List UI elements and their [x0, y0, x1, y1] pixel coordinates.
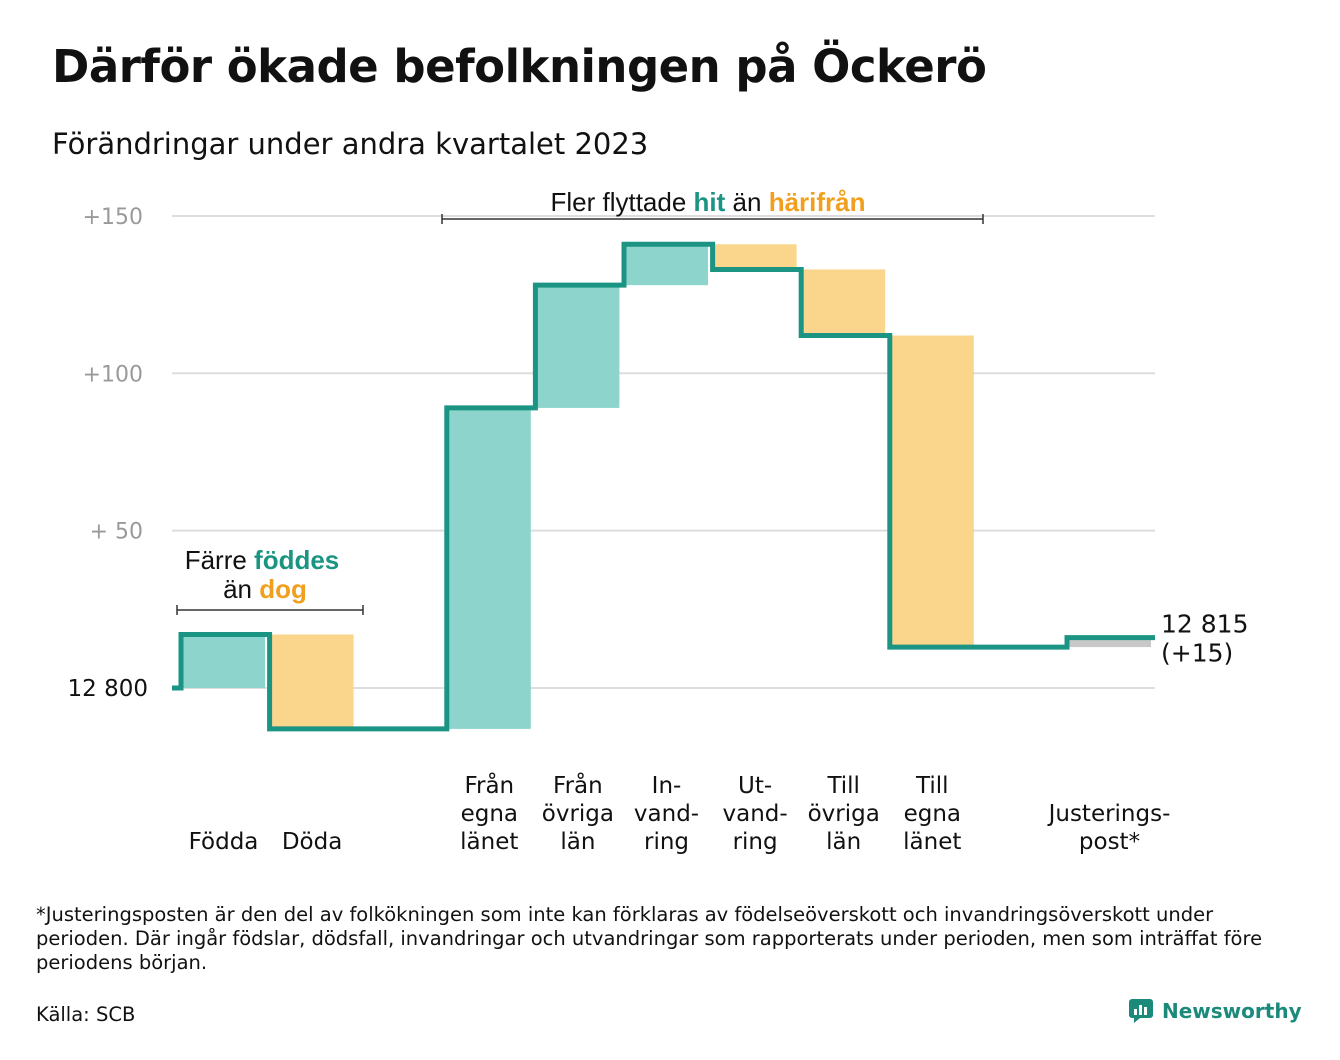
- category-label: ring: [644, 829, 689, 855]
- bar-increase: [534, 285, 620, 408]
- category-label: Till: [915, 773, 949, 799]
- end-value-label: 12 815: [1161, 610, 1248, 639]
- bar-decrease: [888, 335, 974, 648]
- chart-title: Därför ökade befolkningen på Öckerö: [52, 40, 987, 93]
- bar-increase: [445, 407, 531, 729]
- category-label: vand-: [723, 801, 788, 827]
- category-label: Från: [553, 771, 603, 799]
- footnote: *Justeringsposten är den del av folkökni…: [36, 903, 1263, 974]
- bar-decrease: [800, 269, 886, 336]
- category-label: län: [826, 829, 861, 855]
- category-label: Till: [826, 773, 860, 799]
- category-label: egna: [904, 801, 961, 827]
- y-tick-label: + 50: [90, 520, 143, 545]
- bar-decrease: [268, 634, 354, 729]
- annotation-migration: Fler flyttade hit än härifrån: [441, 187, 984, 224]
- category-label: post*: [1079, 829, 1140, 855]
- bar-increase: [180, 634, 265, 688]
- brand-logo: Newsworthy: [1128, 998, 1302, 1024]
- category-label: länet: [460, 829, 518, 855]
- newsworthy-logo-icon: [1129, 999, 1153, 1023]
- bar-decrease: [711, 244, 797, 270]
- source-note: Källa: SCB: [36, 1003, 136, 1026]
- category-label: Från: [464, 771, 514, 799]
- category-label: Döda: [282, 829, 342, 855]
- category-label: länet: [903, 829, 961, 855]
- annotation-line: Färre föddes: [185, 545, 340, 575]
- category-label: övriga: [808, 801, 880, 827]
- bar-increase: [623, 244, 708, 286]
- category-label: ring: [733, 829, 778, 855]
- category-label: övriga: [542, 801, 614, 827]
- category-label: Justerings-: [1047, 801, 1171, 827]
- brand-name: Newsworthy: [1162, 999, 1302, 1023]
- y-tick-label: +150: [83, 205, 143, 230]
- category-label: In-: [652, 773, 682, 799]
- y-tick-label: +100: [83, 362, 143, 387]
- chart-subtitle: Förändringar under andra kvartalet 2023: [52, 127, 649, 161]
- annotation-line: än dog: [223, 574, 307, 604]
- bar-adjustment: [1066, 637, 1151, 648]
- category-label: Födda: [189, 829, 259, 855]
- base-value-label: 12 800: [68, 676, 148, 702]
- end-change-label: (+15): [1161, 639, 1233, 668]
- category-label: egna: [461, 801, 518, 827]
- category-label: vand-: [634, 801, 699, 827]
- category-label: län: [560, 829, 595, 855]
- annotation-line: Fler flyttade hit än härifrån: [550, 187, 865, 217]
- cumulative-step-line: [172, 241, 1155, 732]
- category-label: Ut-: [738, 773, 772, 799]
